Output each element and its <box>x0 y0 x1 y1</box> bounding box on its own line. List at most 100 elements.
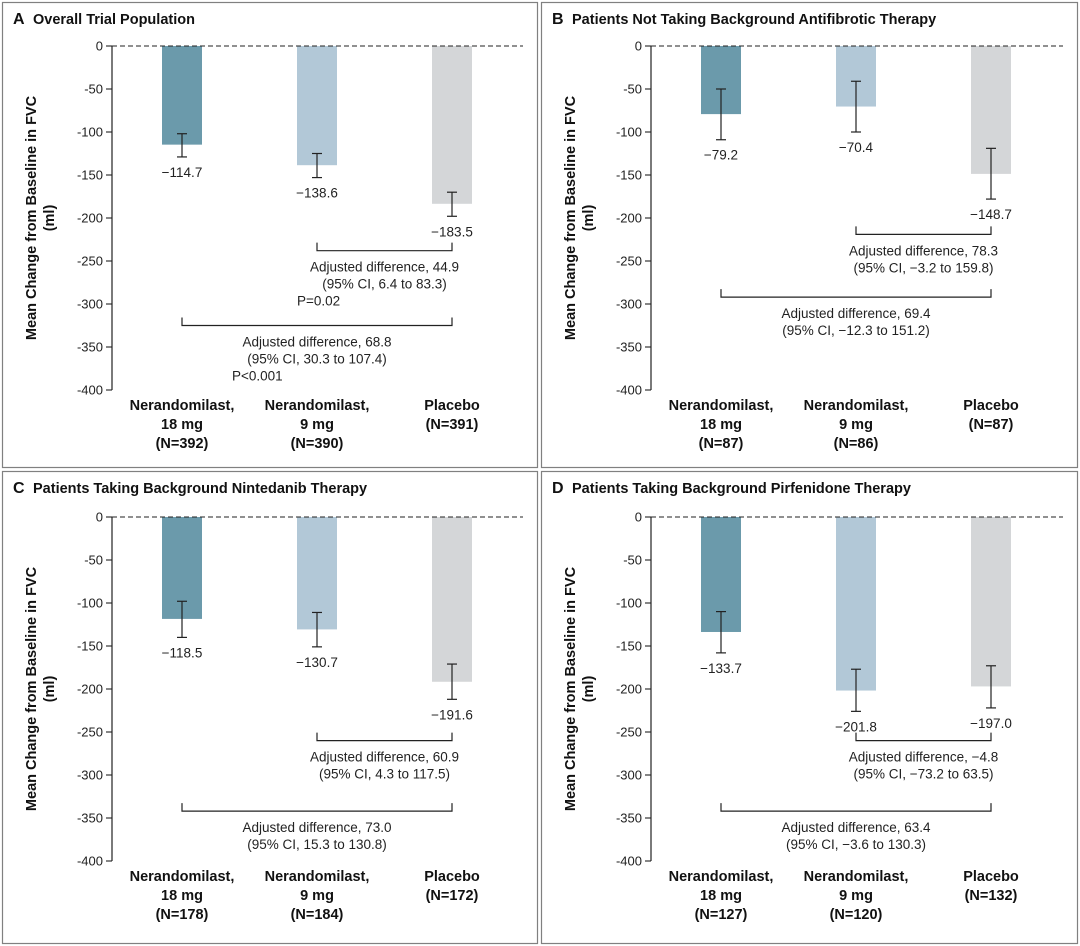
panel-title: Patients Not Taking Background Antifibro… <box>572 12 936 28</box>
category-dose: 9 mg <box>300 888 334 904</box>
adjusted-difference: Adjusted difference, 73.0 <box>242 820 391 835</box>
data-label: −133.7 <box>700 661 742 676</box>
y-axis-unit: (ml) <box>42 205 58 232</box>
bar-9mg <box>836 517 876 691</box>
category-label: Placebo <box>424 869 480 885</box>
bracket-line <box>316 242 453 252</box>
category-label: Placebo <box>424 398 480 414</box>
bracket-line <box>181 803 453 812</box>
bracket-line <box>720 289 992 298</box>
category-n: (N=390) <box>291 436 344 452</box>
comparison-bracket: Adjusted difference, −4.8 (95% CI, −73.2 … <box>849 732 998 782</box>
bar-placebo <box>432 46 472 204</box>
error-bar <box>312 152 322 179</box>
data-label: −148.7 <box>970 207 1012 222</box>
y-tick-label: -200 <box>616 211 642 226</box>
confidence-interval: (95% CI, −3.6 to 130.3) <box>786 837 926 852</box>
y-tick-label: -250 <box>616 254 642 269</box>
error-bar <box>986 665 996 709</box>
panel-c: C Patients Taking Background Nintedanib T… <box>1 470 539 945</box>
error-bar <box>447 663 457 700</box>
category-dose: 18 mg <box>161 888 203 904</box>
data-label: −79.2 <box>704 148 738 163</box>
data-label: −118.5 <box>162 645 203 660</box>
category-dose: 9 mg <box>839 888 873 904</box>
bar-9mg <box>297 46 337 166</box>
bracket-line <box>855 732 992 742</box>
p-value: P<0.001 <box>232 369 283 384</box>
y-tick-label: -350 <box>77 811 103 826</box>
category-label: Nerandomilast, <box>130 869 235 885</box>
panel-letter: D <box>552 480 564 497</box>
y-tick-label: 0 <box>96 39 103 54</box>
confidence-interval: (95% CI, −73.2 to 63.5) <box>854 767 994 782</box>
y-tick-label: -400 <box>77 383 103 398</box>
error-bar <box>851 80 861 133</box>
data-label: −183.5 <box>431 224 473 239</box>
category-dose: 9 mg <box>839 417 873 433</box>
error-bar <box>716 610 726 654</box>
y-tick-label: -250 <box>77 254 103 269</box>
category-n: (N=178) <box>156 907 209 923</box>
bar-placebo <box>432 517 472 682</box>
data-label: −201.8 <box>835 719 877 734</box>
error-bar <box>312 611 322 648</box>
panel-letter: A <box>13 11 25 28</box>
category-n: (N=127) <box>695 907 748 923</box>
category-label: Placebo <box>963 869 1019 885</box>
y-tick-label: -150 <box>77 168 103 183</box>
data-label: −114.7 <box>162 165 203 180</box>
category-label: Placebo <box>963 398 1019 414</box>
category-label: Nerandomilast, <box>130 398 235 414</box>
y-axis-unit: (ml) <box>42 676 58 703</box>
y-tick-label: -100 <box>77 596 103 611</box>
y-tick-label: -350 <box>616 340 642 355</box>
bracket-line <box>720 803 992 812</box>
category-n: (N=87) <box>969 417 1014 433</box>
comparison-bracket: Adjusted difference, 60.9 (95% CI, 4.3 to… <box>310 732 459 782</box>
adjusted-difference: Adjusted difference, 63.4 <box>781 820 931 835</box>
adjusted-difference: Adjusted difference, 60.9 <box>310 750 459 765</box>
panel-title: Patients Taking Background Pirfenidone T… <box>572 481 911 497</box>
y-tick-label: -50 <box>623 553 642 568</box>
bracket-line <box>316 732 453 742</box>
bracket-line <box>855 226 992 235</box>
y-tick-label: -50 <box>623 82 642 97</box>
bar-18mg <box>162 46 202 145</box>
y-tick-label: -350 <box>77 340 103 355</box>
y-axis-title: Mean Change from Baseline in FVC <box>24 566 40 811</box>
category-n: (N=86) <box>834 436 879 452</box>
category-n: (N=184) <box>291 907 344 923</box>
category-dose: 18 mg <box>161 417 203 433</box>
y-tick-label: 0 <box>635 39 642 54</box>
category-n: (N=87) <box>699 436 744 452</box>
data-label: −70.4 <box>839 140 874 155</box>
data-label: −197.0 <box>970 716 1012 731</box>
data-label: −130.7 <box>296 655 338 670</box>
confidence-interval: (95% CI, 6.4 to 83.3) <box>322 277 447 292</box>
y-tick-label: 0 <box>635 510 642 525</box>
category-dose: 18 mg <box>700 417 742 433</box>
panel-d: D Patients Taking Background Pirfenidone … <box>540 470 1079 945</box>
category-n: (N=391) <box>426 417 479 433</box>
y-tick-label: -300 <box>616 768 642 783</box>
y-tick-label: -100 <box>616 596 642 611</box>
panel-title: Patients Taking Background Nintedanib Th… <box>33 481 367 497</box>
category-label: Nerandomilast, <box>804 398 909 414</box>
category-dose: 9 mg <box>300 417 334 433</box>
y-tick-label: -50 <box>84 82 103 97</box>
y-tick-label: -100 <box>77 125 103 140</box>
bar-9mg <box>297 517 337 630</box>
data-label: −138.6 <box>296 186 338 201</box>
category-label: Nerandomilast, <box>669 869 774 885</box>
category-n: (N=120) <box>830 907 883 923</box>
panel-title: Overall Trial Population <box>33 12 195 28</box>
error-bar <box>447 191 457 217</box>
y-tick-label: -300 <box>77 768 103 783</box>
panel-a: A Overall Trial Population Mean Change fro… <box>1 1 539 469</box>
category-n: (N=172) <box>426 888 479 904</box>
confidence-interval: (95% CI, 30.3 to 107.4) <box>247 352 387 367</box>
bar-placebo <box>971 517 1011 687</box>
adjusted-difference: Adjusted difference, 68.8 <box>242 335 391 350</box>
adjusted-difference: Adjusted difference, 44.9 <box>310 260 459 275</box>
